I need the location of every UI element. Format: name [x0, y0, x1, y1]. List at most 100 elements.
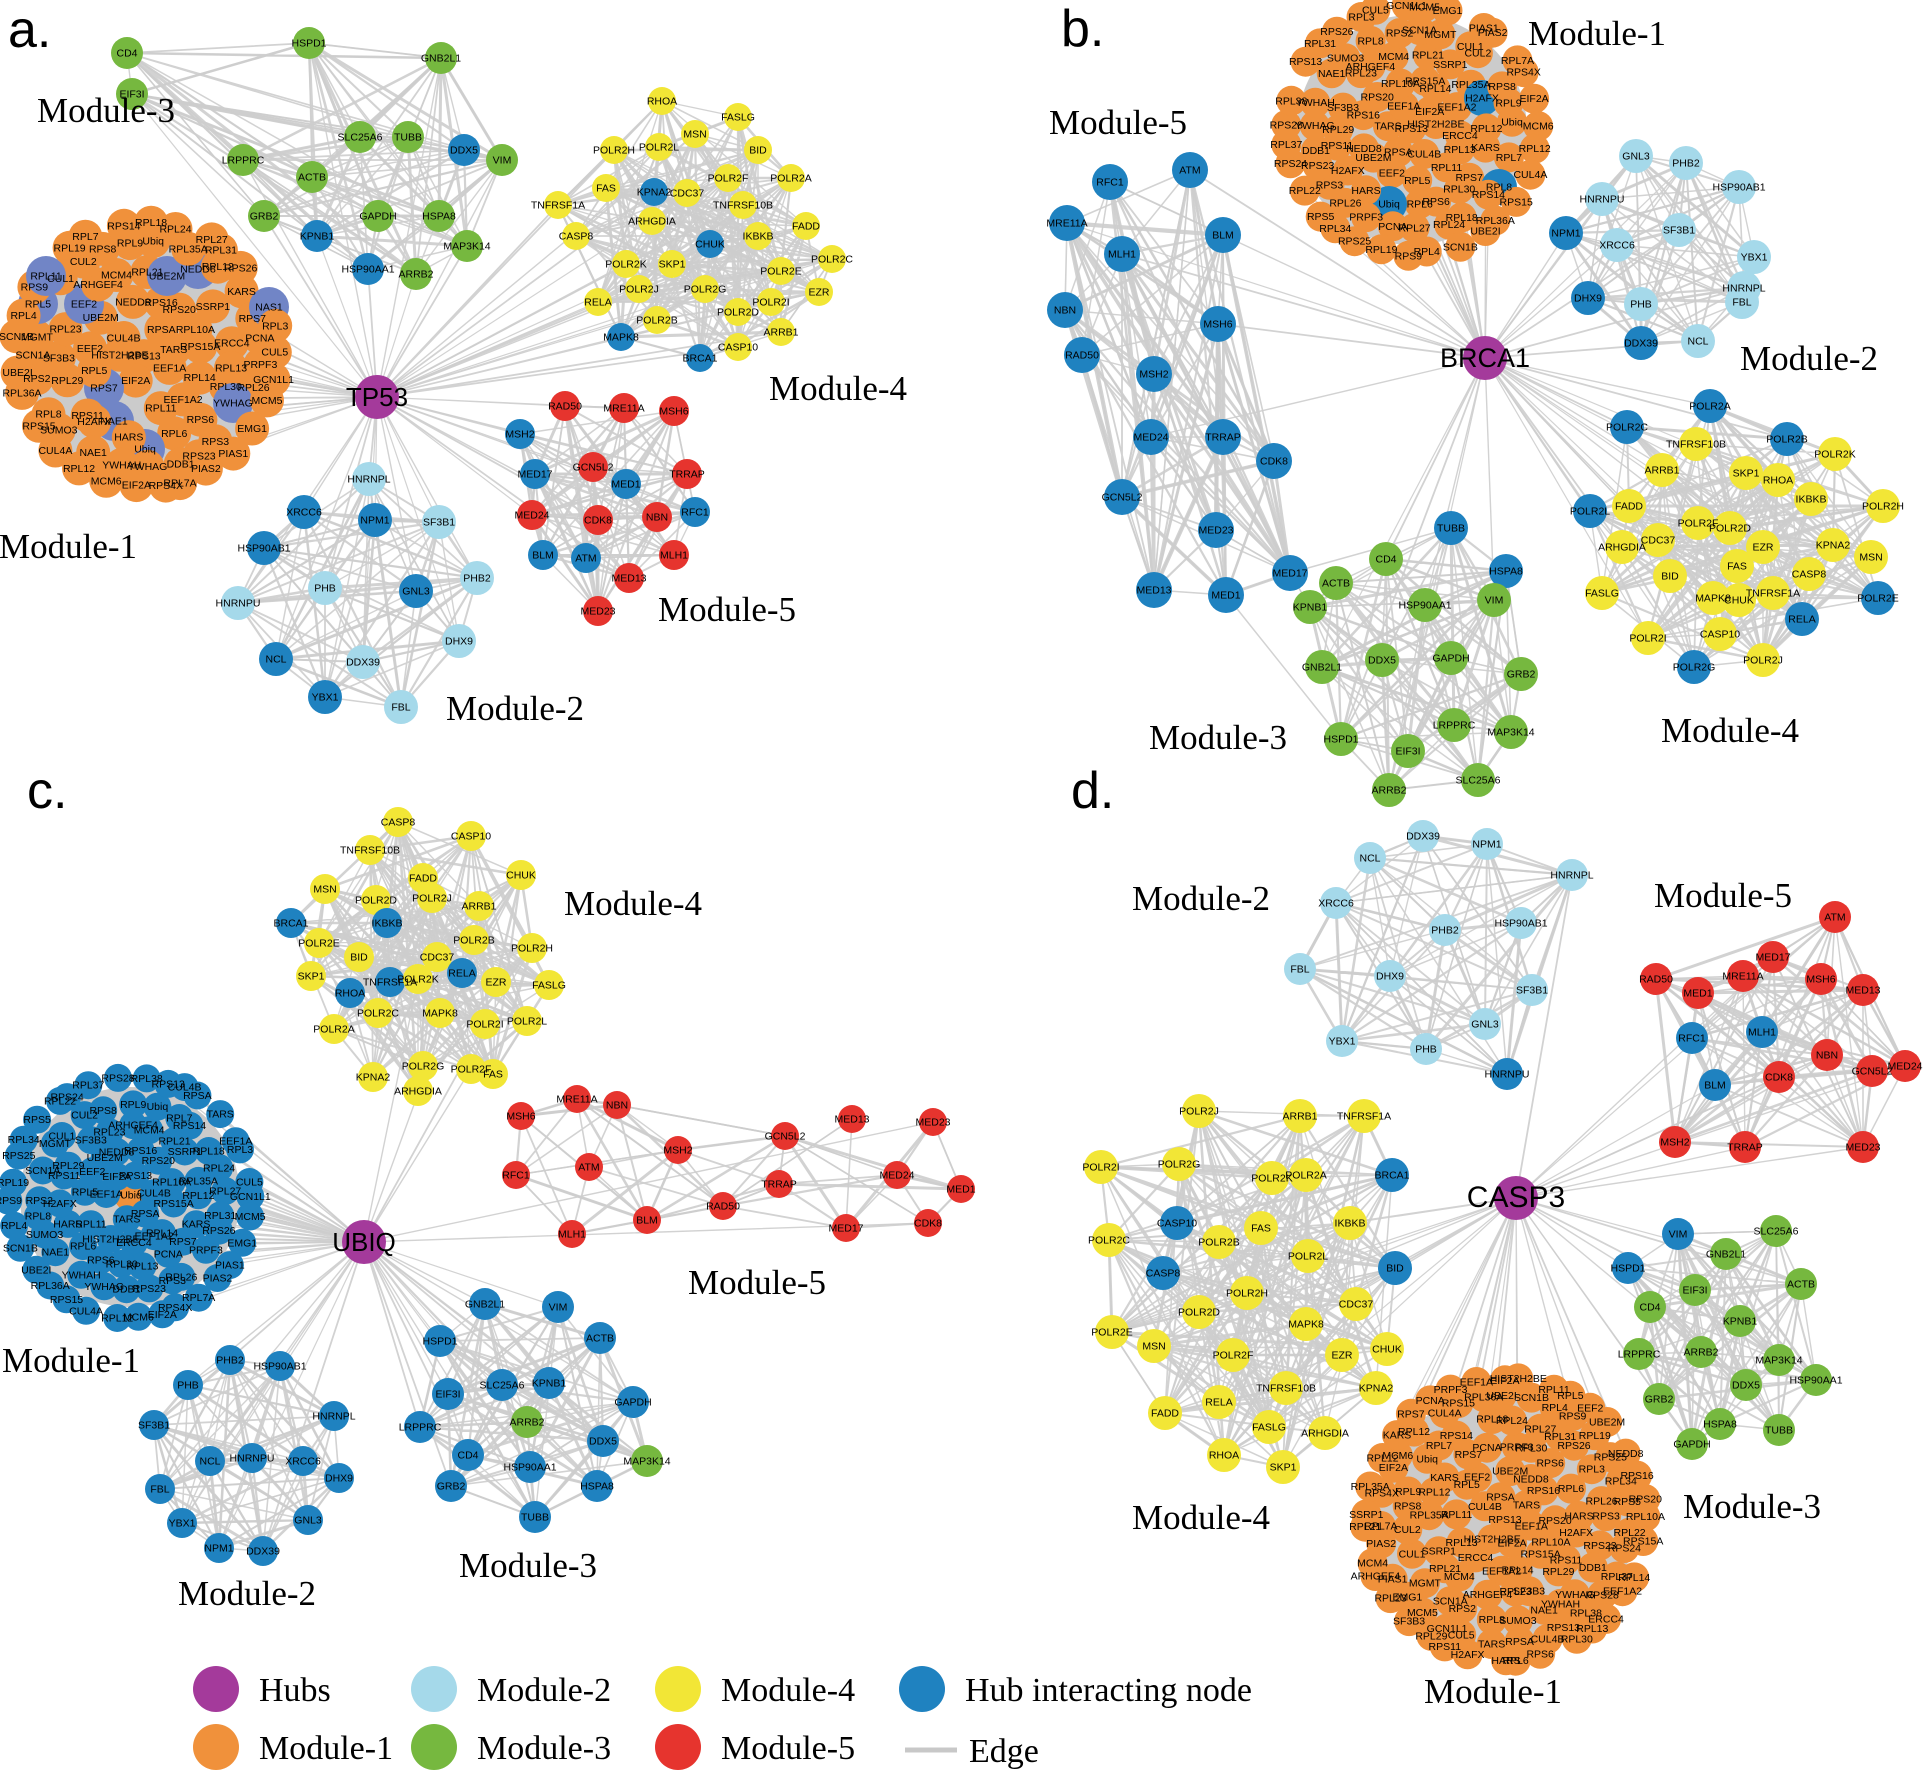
svg-text:CDK8: CDK8 [914, 1218, 942, 1230]
svg-text:RPL12: RPL12 [1398, 1426, 1430, 1438]
svg-text:EEF1A: EEF1A [153, 362, 186, 374]
svg-text:FASLG: FASLG [1585, 588, 1619, 600]
svg-text:NCL: NCL [1359, 853, 1380, 865]
svg-text:EIF2A: EIF2A [1379, 1462, 1408, 1474]
svg-text:POLR2G: POLR2G [684, 284, 727, 296]
svg-text:YBX1: YBX1 [169, 1518, 196, 1530]
svg-text:RPL12: RPL12 [1470, 123, 1502, 135]
svg-text:GRB2: GRB2 [1507, 669, 1536, 681]
svg-text:MED24: MED24 [1887, 1061, 1922, 1073]
svg-text:ATM: ATM [575, 553, 596, 565]
svg-text:CUL4A: CUL4A [1513, 169, 1547, 181]
svg-text:SF3B3: SF3B3 [43, 352, 75, 364]
svg-text:RPL27: RPL27 [1524, 1423, 1556, 1435]
svg-text:CDC37: CDC37 [1339, 1299, 1374, 1311]
svg-text:POLR2F: POLR2F [708, 173, 749, 185]
svg-text:RPL22: RPL22 [1614, 1527, 1646, 1539]
svg-text:Module-3: Module-3 [1683, 1487, 1821, 1526]
svg-text:RPL38: RPL38 [131, 1073, 163, 1085]
svg-text:ARHGEF4: ARHGEF4 [1346, 61, 1396, 73]
svg-text:CASP3: CASP3 [1467, 1181, 1565, 1214]
svg-text:POLR2F: POLR2F [451, 1064, 492, 1076]
svg-text:SKP1: SKP1 [298, 971, 325, 983]
svg-text:CUL1: CUL1 [48, 1131, 75, 1143]
svg-text:Module-5: Module-5 [1049, 103, 1187, 142]
svg-text:RPS13: RPS13 [1289, 56, 1322, 68]
svg-text:BID: BID [350, 952, 368, 964]
svg-text:ARRB1: ARRB1 [763, 327, 798, 339]
svg-text:RPL35A: RPL35A [169, 243, 208, 255]
svg-text:RPL11: RPL11 [1441, 1509, 1472, 1521]
svg-text:Module-4: Module-4 [721, 1672, 855, 1709]
svg-text:HNRNPL: HNRNPL [312, 1411, 355, 1423]
svg-text:NCL: NCL [199, 1456, 220, 1468]
svg-text:Module-5: Module-5 [688, 1263, 826, 1302]
svg-text:KPNB1: KPNB1 [532, 1378, 567, 1390]
svg-text:KPNA2: KPNA2 [637, 187, 672, 199]
svg-text:PRPF3: PRPF3 [1349, 212, 1383, 224]
svg-text:RPL10A: RPL10A [1626, 1511, 1665, 1523]
svg-text:RPS20: RPS20 [1629, 1494, 1662, 1506]
svg-text:RPL21: RPL21 [1349, 1521, 1381, 1533]
svg-text:ERCC4: ERCC4 [1442, 130, 1478, 142]
svg-text:EEF1A: EEF1A [1387, 101, 1420, 113]
svg-text:VIM: VIM [1485, 595, 1504, 607]
svg-text:PCNA: PCNA [245, 332, 274, 344]
svg-text:HARS: HARS [114, 432, 143, 444]
svg-text:FAS: FAS [596, 183, 616, 195]
svg-text:RPL35A: RPL35A [179, 1175, 218, 1187]
svg-text:MED23: MED23 [580, 606, 615, 618]
svg-text:RPS13: RPS13 [1395, 123, 1428, 135]
svg-text:GNL3: GNL3 [1471, 1019, 1499, 1031]
svg-text:RPS4X: RPS4X [149, 480, 183, 492]
svg-text:Module-2: Module-2 [178, 1574, 316, 1613]
svg-text:POLR2A: POLR2A [313, 1024, 354, 1036]
svg-text:BLM: BLM [1704, 1080, 1726, 1092]
svg-text:VIM: VIM [493, 155, 512, 167]
svg-text:CUL5: CUL5 [1362, 4, 1389, 16]
svg-text:RPL10A: RPL10A [1381, 78, 1420, 90]
svg-text:MLH1: MLH1 [660, 550, 688, 562]
svg-text:ARHGDIA: ARHGDIA [1301, 1428, 1349, 1440]
svg-text:RPL22: RPL22 [44, 1095, 76, 1107]
svg-text:MCM5: MCM5 [1407, 1607, 1438, 1619]
svg-text:RPL35A: RPL35A [1451, 79, 1490, 91]
svg-text:SKP1: SKP1 [1270, 1462, 1297, 1474]
svg-text:RPL6: RPL6 [161, 428, 187, 440]
svg-text:RPL27: RPL27 [1399, 222, 1431, 234]
svg-text:Module-1: Module-1 [259, 1730, 393, 1767]
svg-text:MSH2: MSH2 [505, 429, 534, 441]
svg-text:RPL21: RPL21 [131, 267, 163, 279]
svg-text:RAD50: RAD50 [1065, 350, 1099, 362]
svg-text:DDX5: DDX5 [450, 145, 478, 157]
svg-text:TARS: TARS [1374, 121, 1401, 133]
svg-text:GAPDH: GAPDH [359, 211, 396, 223]
svg-text:POLR2E: POLR2E [1091, 1327, 1132, 1339]
svg-text:RPS9: RPS9 [0, 1195, 22, 1207]
svg-text:PIAS2: PIAS2 [203, 1273, 233, 1285]
svg-text:HIST2H2BE: HIST2H2BE [1407, 119, 1464, 131]
svg-text:POLR2K: POLR2K [1251, 1173, 1292, 1185]
svg-text:NEDD8: NEDD8 [1346, 143, 1382, 155]
svg-text:POLR2L: POLR2L [1570, 506, 1610, 518]
svg-text:MAP3K14: MAP3K14 [443, 241, 490, 253]
svg-text:RPS16: RPS16 [144, 297, 177, 309]
svg-text:POLR2D: POLR2D [355, 895, 397, 907]
svg-text:EIF3I: EIF3I [119, 89, 144, 101]
svg-text:HNRNPU: HNRNPU [1580, 194, 1625, 206]
svg-text:DDX5: DDX5 [589, 1436, 617, 1448]
svg-text:RPL7A: RPL7A [163, 478, 196, 490]
svg-text:Module-3: Module-3 [1149, 718, 1287, 757]
svg-text:TNFRSF1A: TNFRSF1A [1746, 588, 1800, 600]
svg-text:MSH6: MSH6 [659, 406, 688, 418]
svg-text:EIF2A: EIF2A [1490, 1375, 1519, 1387]
svg-text:TNFRSF1A: TNFRSF1A [1337, 1111, 1391, 1123]
svg-text:PHB2: PHB2 [216, 1355, 244, 1367]
svg-text:CUL2: CUL2 [71, 1110, 98, 1122]
svg-text:PCNA: PCNA [1416, 1395, 1445, 1407]
svg-text:RPS13: RPS13 [1488, 1514, 1521, 1526]
svg-text:EMG1: EMG1 [237, 423, 267, 435]
svg-text:MLH1: MLH1 [1748, 1027, 1776, 1039]
svg-text:PRPF3: PRPF3 [189, 1244, 223, 1256]
svg-text:GAPDH: GAPDH [1432, 653, 1469, 665]
